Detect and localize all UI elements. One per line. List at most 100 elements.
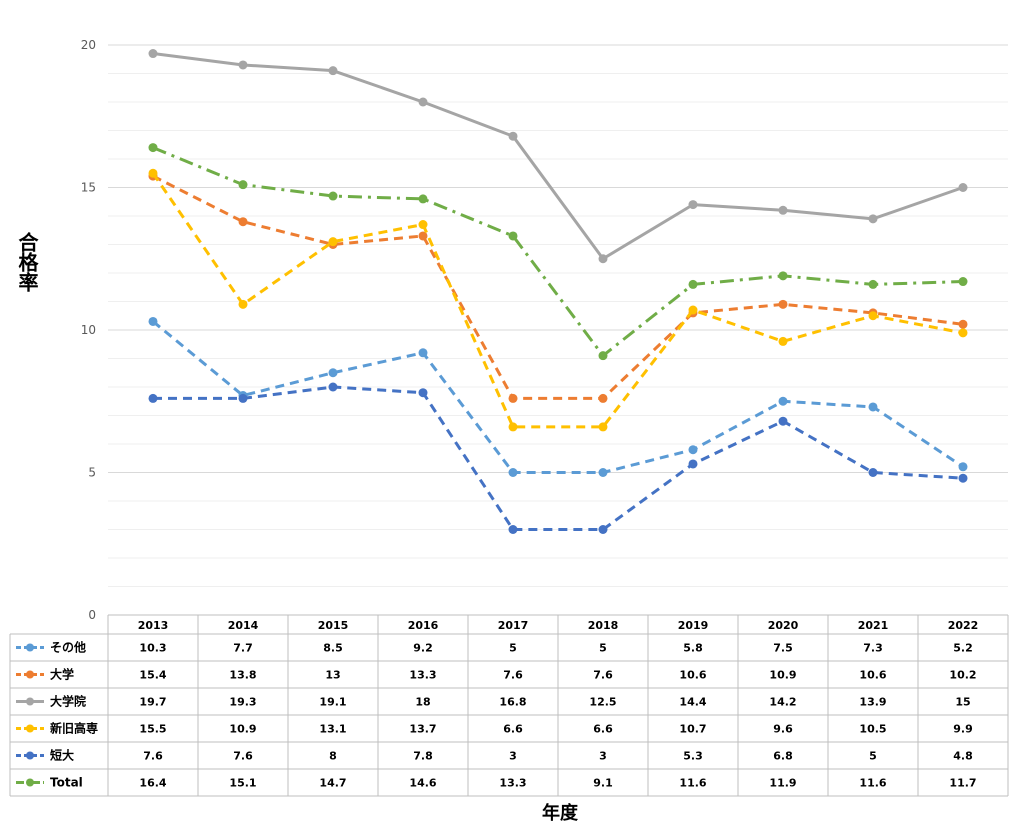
data-point bbox=[868, 214, 878, 224]
table-cell-value: 11.6 bbox=[859, 777, 886, 790]
data-point bbox=[868, 468, 878, 477]
legend-key-marker bbox=[26, 724, 34, 733]
data-point bbox=[508, 131, 518, 141]
table-cell-value: 3 bbox=[509, 750, 517, 763]
legend-series-name: 短大 bbox=[50, 748, 74, 763]
y-tick-label: 10 bbox=[81, 323, 96, 337]
data-point bbox=[598, 393, 608, 403]
data-point bbox=[778, 396, 788, 406]
table-cell-value: 14.6 bbox=[409, 777, 436, 790]
legend-key-marker bbox=[26, 751, 34, 760]
x-tick-label: 2016 bbox=[408, 619, 439, 632]
data-point bbox=[958, 473, 968, 483]
table-cell-value: 5.3 bbox=[683, 750, 703, 763]
data-point bbox=[868, 402, 878, 412]
data-point bbox=[238, 180, 248, 190]
table-cell-value: 15.1 bbox=[229, 777, 256, 790]
x-tick-label: 2014 bbox=[228, 619, 259, 632]
table-cell-value: 10.9 bbox=[229, 723, 256, 736]
legend-key-marker bbox=[26, 778, 34, 787]
data-point bbox=[418, 231, 428, 241]
y-tick-label: 15 bbox=[81, 181, 96, 195]
data-point bbox=[508, 422, 518, 432]
table-cell-value: 5 bbox=[869, 750, 877, 763]
data-point bbox=[598, 422, 608, 432]
table-cell-value: 13.8 bbox=[229, 669, 256, 682]
table-cell-value: 19.7 bbox=[139, 696, 166, 709]
data-point bbox=[508, 525, 518, 534]
data-point bbox=[958, 183, 968, 192]
data-point bbox=[778, 336, 788, 346]
data-point bbox=[238, 217, 248, 227]
data-point bbox=[958, 462, 968, 472]
table-cell-value: 7.6 bbox=[143, 750, 163, 763]
series-line bbox=[152, 174, 964, 400]
table-cell-value: 5.2 bbox=[953, 642, 973, 655]
table-cell-value: 7.6 bbox=[503, 669, 523, 682]
table-cell-value: 15 bbox=[955, 696, 970, 709]
table-cell-value: 7.6 bbox=[233, 750, 253, 763]
data-point bbox=[778, 205, 788, 215]
legend-key-marker bbox=[26, 697, 34, 706]
y-axis-label: 合格率 bbox=[15, 232, 39, 292]
table-cell-value: 13.7 bbox=[409, 723, 436, 736]
x-tick-label: 2022 bbox=[948, 619, 979, 632]
y-tick-label: 5 bbox=[88, 466, 96, 480]
table-cell-value: 8.5 bbox=[323, 642, 343, 655]
table-cell-value: 9.6 bbox=[773, 723, 793, 736]
table-cell-value: 12.5 bbox=[589, 696, 616, 709]
table-cell-value: 6.8 bbox=[773, 750, 793, 763]
table-cell-value: 5 bbox=[509, 642, 517, 655]
table-cell-value: 9.1 bbox=[593, 777, 613, 790]
data-point bbox=[418, 348, 428, 358]
data-point bbox=[508, 231, 518, 241]
series-line bbox=[152, 52, 964, 261]
data-point bbox=[148, 393, 158, 403]
table-cell-value: 11.6 bbox=[679, 777, 706, 790]
x-tick-label: 2018 bbox=[588, 619, 619, 632]
table-cell-value: 10.7 bbox=[679, 723, 706, 736]
table-cell-value: 10.9 bbox=[769, 669, 796, 682]
table-cell-value: 9.9 bbox=[953, 723, 973, 736]
data-point bbox=[238, 60, 248, 70]
table-cell-value: 13.3 bbox=[409, 669, 436, 682]
data-point bbox=[598, 351, 608, 361]
data-point bbox=[328, 368, 338, 378]
table-cell-value: 18 bbox=[415, 696, 430, 709]
data-point bbox=[508, 468, 518, 477]
table-cell-value: 13.9 bbox=[859, 696, 886, 709]
data-point bbox=[418, 194, 428, 204]
table-cell-value: 15.4 bbox=[139, 669, 166, 682]
table-cell-value: 11.7 bbox=[949, 777, 976, 790]
table-cell-value: 11.9 bbox=[769, 777, 796, 790]
table-cell-value: 14.2 bbox=[769, 696, 796, 709]
series-line bbox=[151, 172, 964, 429]
table-cell-value: 6.6 bbox=[593, 723, 613, 736]
x-axis-label: 年度 bbox=[542, 803, 578, 824]
legend-series-name: 大学院 bbox=[50, 694, 86, 709]
data-point bbox=[148, 143, 158, 153]
table-cell-value: 10.6 bbox=[679, 669, 706, 682]
table-cell-value: 5.8 bbox=[683, 642, 703, 655]
legend-key-marker bbox=[26, 643, 34, 652]
table-cell-value: 10.2 bbox=[949, 669, 976, 682]
table-cell-value: 7.6 bbox=[593, 669, 613, 682]
data-point bbox=[238, 393, 248, 403]
x-tick-label: 2015 bbox=[318, 619, 349, 632]
table-cell-value: 19.1 bbox=[319, 696, 346, 709]
data-point bbox=[328, 237, 338, 247]
table-cell-value: 16.8 bbox=[499, 696, 526, 709]
table-cell-value: 10.3 bbox=[139, 642, 166, 655]
data-point bbox=[598, 254, 608, 264]
legend-series-name: その他 bbox=[50, 640, 86, 655]
table-cell-value: 8 bbox=[329, 750, 337, 763]
table-cell-value: 9.2 bbox=[413, 642, 433, 655]
data-point bbox=[868, 279, 878, 289]
legend-series-name: Total bbox=[50, 776, 83, 790]
data-point bbox=[688, 445, 698, 455]
data-point bbox=[418, 388, 428, 398]
data-point bbox=[148, 49, 158, 59]
legend-key-marker bbox=[26, 670, 34, 679]
data-point bbox=[688, 200, 698, 210]
table-cell-value: 7.3 bbox=[863, 642, 883, 655]
